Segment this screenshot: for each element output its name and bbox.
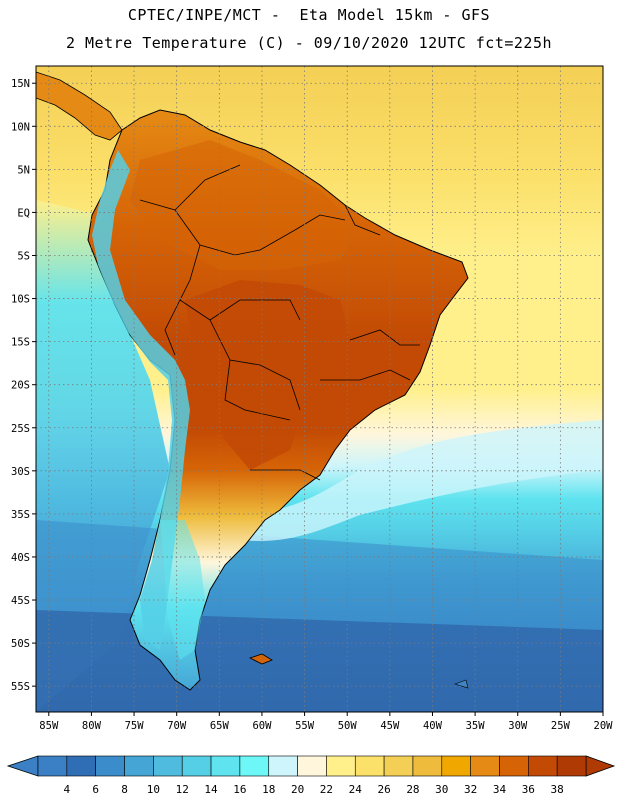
lon-label: 45W — [380, 720, 400, 732]
colorbar-swatch — [297, 755, 327, 777]
colorbar-label: 20 — [291, 783, 304, 796]
colorbar-swatch — [210, 755, 241, 777]
colorbar: 4 6 8 10 12 14 16 18 20 22 24 26 28 30 32 34 36 38 — [6, 755, 616, 796]
lon-label: 60W — [252, 720, 272, 732]
colorbar-label: 34 — [493, 783, 507, 796]
graticule — [36, 66, 603, 712]
colorbar-swatch — [499, 755, 529, 777]
lat-label: 15S — [11, 337, 30, 349]
lon-label: 30W — [508, 720, 528, 732]
patagonia-cool — [160, 520, 205, 660]
latitude-axis: 15N 10N 5N EQ 5S 10S 15S 20S 25S 30S 35S 40S 45S 50S 5… — [11, 78, 36, 693]
longitude-axis: 85W 80W 75W 70W 65W 60W 55W 50W 45W 40W 35W 30W 25W 2… — [39, 712, 613, 732]
lat-label: EQ — [17, 207, 30, 219]
lat-label: 5S — [17, 250, 30, 262]
lat-label: 10S — [11, 294, 30, 306]
map-subtitle: 2 Metre Temperature (C) - 09/10/2020 12U… — [65, 34, 553, 52]
colorbar-label: 16 — [233, 783, 246, 796]
lat-label: 50S — [11, 638, 30, 650]
map-title: CPTEC/INPE/MCT - Eta Model 15km - GFS — [127, 6, 491, 24]
colorbar-label: 4 — [64, 783, 71, 796]
lat-label: 10N — [11, 121, 30, 133]
colorbar-label: 24 — [349, 783, 363, 796]
colorbar-label: 22 — [320, 783, 333, 796]
colorbar-swatch — [268, 755, 298, 777]
lat-label: 55S — [11, 681, 30, 693]
colorbar-label: 18 — [262, 783, 275, 796]
lat-label: 45S — [11, 595, 30, 607]
hot-core — [185, 280, 350, 470]
colorbar-label: 10 — [147, 783, 160, 796]
lon-label: 65W — [210, 720, 230, 732]
colorbar-swatch — [470, 755, 500, 777]
colorbar-swatch — [528, 755, 558, 777]
map-frame — [35, 65, 604, 713]
colorbar-swatch — [412, 755, 443, 777]
lon-label: 70W — [167, 720, 187, 732]
colorbar-label: 8 — [121, 783, 128, 796]
lon-label: 75W — [125, 720, 145, 732]
amazon-warm — [130, 140, 360, 270]
lat-label: 40S — [11, 552, 30, 564]
colorbar-label: 14 — [204, 783, 218, 796]
colorbar-swatch — [556, 755, 587, 777]
lat-label: 15N — [11, 78, 30, 90]
lon-label: 20W — [594, 720, 614, 732]
falkland-islands — [248, 653, 273, 665]
lat-label: 35S — [11, 509, 30, 521]
lon-label: 25W — [551, 720, 571, 732]
colorbar-label: 6 — [92, 783, 99, 796]
colorbar-low-arrow — [6, 755, 39, 777]
colorbar-swatch — [95, 755, 125, 777]
lon-label: 35W — [466, 720, 486, 732]
colorbar-label: 30 — [435, 783, 448, 796]
colorbar-swatch — [153, 755, 183, 777]
colorbar-swatch — [37, 755, 68, 777]
lon-label: 80W — [82, 720, 102, 732]
lon-label: 40W — [423, 720, 443, 732]
colorbar-swatch — [441, 755, 471, 777]
lat-label: 30S — [11, 466, 30, 478]
lat-label: 20S — [11, 380, 30, 392]
lon-label: 50W — [338, 720, 358, 732]
coastal-cool-band — [240, 420, 603, 541]
colorbar-label: 38 — [551, 783, 564, 796]
lon-label: 55W — [295, 720, 315, 732]
colorbar-swatch — [124, 755, 154, 777]
colorbar-swatch — [239, 755, 270, 777]
colorbar-label: 32 — [464, 783, 477, 796]
colorbar-swatch — [326, 755, 356, 777]
colorbar-label: 12 — [176, 783, 189, 796]
colorbar-label: 26 — [377, 783, 390, 796]
lat-label: 25S — [11, 423, 30, 435]
colorbar-swatch — [383, 755, 414, 777]
colorbar-label: 36 — [522, 783, 535, 796]
colorbar-label: 28 — [406, 783, 419, 796]
colorbar-high-arrow — [585, 755, 616, 777]
colorbar-swatch — [181, 755, 212, 777]
colorbar-swatch — [66, 755, 96, 777]
lon-label: 85W — [39, 720, 59, 732]
colorbar-swatch — [354, 755, 385, 777]
lat-label: 5N — [17, 164, 30, 176]
